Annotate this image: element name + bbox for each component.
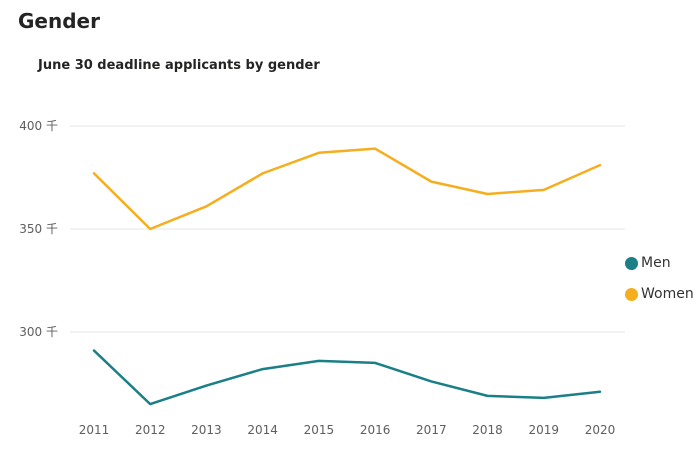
x-tick-label-2018: 2018 bbox=[472, 423, 503, 437]
series-line-women[interactable] bbox=[92, 147, 602, 231]
y-tick-label-400: 400 千 bbox=[19, 119, 58, 133]
legend-item-women[interactable]: Women bbox=[625, 284, 694, 304]
gridlines bbox=[70, 125, 625, 333]
y-tick-label-350: 350 千 bbox=[19, 222, 58, 236]
legend-marker-men bbox=[625, 256, 638, 270]
legend-marker-women bbox=[625, 287, 638, 301]
x-tick-label-2017: 2017 bbox=[416, 423, 447, 437]
legend-label-men: Men bbox=[641, 255, 671, 271]
x-tick-label-2020: 2020 bbox=[585, 423, 616, 437]
y-tick-label-300: 300 千 bbox=[19, 325, 58, 339]
y-axis-ticks: 300 千 350 千 400 千 bbox=[19, 119, 58, 339]
x-tick-label-2016: 2016 bbox=[360, 423, 391, 437]
x-tick-label-2019: 2019 bbox=[529, 423, 560, 437]
series-lines bbox=[92, 147, 602, 406]
page-title: Gender bbox=[18, 9, 100, 33]
legend: Men Women bbox=[625, 253, 694, 315]
x-tick-label-2013: 2013 bbox=[191, 423, 222, 437]
legend-label-women: Women bbox=[641, 286, 694, 302]
x-axis-ticks: 2011 2012 2013 2014 2015 2016 2017 2018 2019 2020 bbox=[79, 423, 616, 437]
chart-title: June 30 deadline applicants by gender bbox=[38, 58, 320, 73]
series-line-men[interactable] bbox=[92, 349, 602, 406]
x-tick-label-2012: 2012 bbox=[135, 423, 166, 437]
x-tick-label-2014: 2014 bbox=[247, 423, 278, 437]
x-tick-label-2011: 2011 bbox=[79, 423, 110, 437]
x-tick-label-2015: 2015 bbox=[304, 423, 335, 437]
legend-item-men[interactable]: Men bbox=[625, 253, 694, 273]
